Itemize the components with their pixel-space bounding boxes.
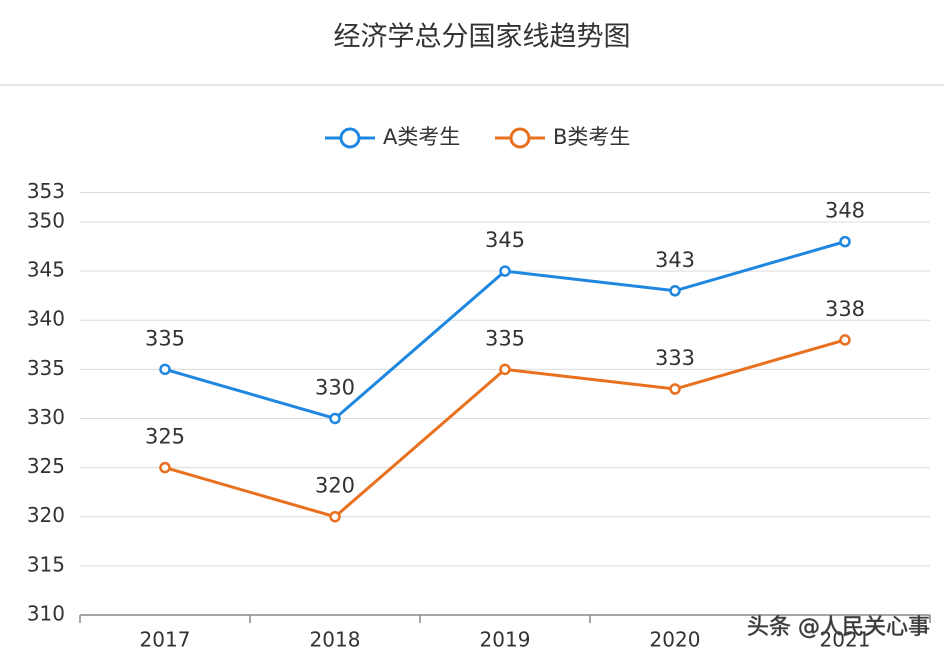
legend-marker bbox=[509, 127, 531, 149]
data-label: 335 bbox=[145, 326, 185, 350]
y-tick-label: 335 bbox=[27, 356, 65, 380]
data-point bbox=[499, 363, 511, 376]
data-point bbox=[329, 510, 341, 523]
data-point bbox=[499, 265, 511, 277]
y-tick-label: 325 bbox=[27, 454, 65, 478]
x-tick-label: 2021 bbox=[820, 628, 871, 652]
data-point bbox=[159, 363, 171, 376]
y-tick-label: 353 bbox=[27, 179, 65, 203]
data-point bbox=[839, 235, 851, 248]
data-point bbox=[669, 285, 681, 297]
data-label: 348 bbox=[825, 199, 865, 223]
legend-marker bbox=[339, 127, 361, 149]
data-label: 330 bbox=[315, 375, 355, 399]
y-tick-label: 320 bbox=[27, 503, 65, 527]
data-point bbox=[669, 383, 681, 395]
y-tick-label: 340 bbox=[27, 307, 65, 331]
legend-label: B类考生 bbox=[553, 125, 630, 149]
chart-title: 经济学总分国家线趋势图 bbox=[334, 22, 631, 53]
y-tick-label: 310 bbox=[27, 602, 65, 626]
y-tick-label: 350 bbox=[27, 208, 65, 232]
x-tick-label: 2019 bbox=[480, 628, 531, 652]
y-tick-label: 345 bbox=[27, 258, 65, 282]
data-label: 320 bbox=[315, 474, 355, 498]
legend-label: A类考生 bbox=[383, 125, 460, 149]
data-point bbox=[839, 334, 851, 346]
data-point bbox=[329, 412, 341, 425]
x-tick-label: 2020 bbox=[650, 628, 701, 652]
data-point bbox=[159, 461, 171, 474]
x-tick-label: 2017 bbox=[140, 628, 191, 652]
data-label: 338 bbox=[825, 297, 865, 321]
y-tick-label: 315 bbox=[27, 552, 65, 576]
y-tick-label: 330 bbox=[27, 405, 65, 429]
data-label: 333 bbox=[655, 346, 695, 370]
x-tick-label: 2018 bbox=[310, 628, 361, 652]
data-label: 343 bbox=[655, 248, 695, 272]
watermark: 头条 @人民关心事 bbox=[747, 615, 930, 640]
data-label: 325 bbox=[145, 425, 185, 449]
data-label: 335 bbox=[485, 326, 525, 350]
data-label: 345 bbox=[485, 228, 525, 252]
